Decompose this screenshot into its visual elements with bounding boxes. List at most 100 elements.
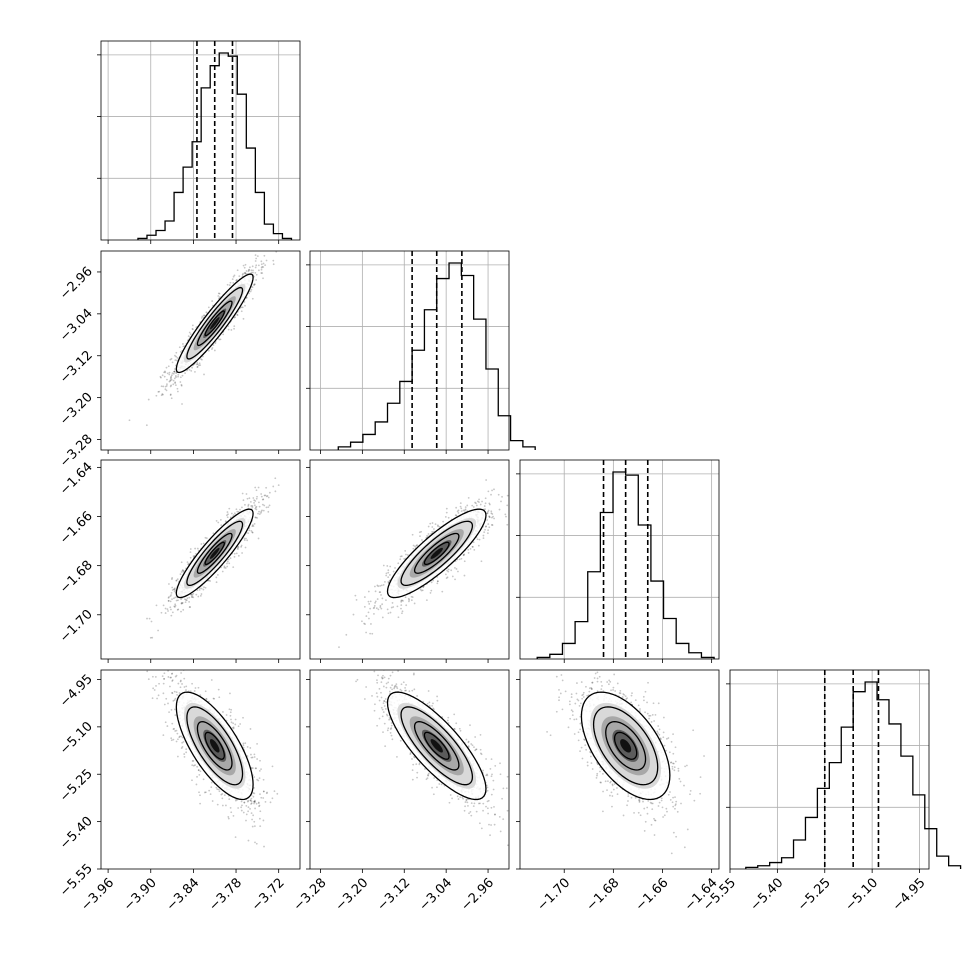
scatter-point <box>173 590 176 593</box>
scatter-point <box>247 270 250 273</box>
scatter-point <box>180 672 183 674</box>
scatter-point <box>170 737 173 740</box>
scatter-point <box>488 516 491 519</box>
scatter-point <box>167 597 170 599</box>
scatter-panel-1-0 <box>97 248 301 454</box>
scatter-point <box>373 613 375 615</box>
scatter-point <box>198 773 201 776</box>
scatter-point <box>171 589 174 591</box>
scatter-point <box>478 498 480 501</box>
scatter-point <box>385 572 388 575</box>
scatter-point <box>261 265 264 268</box>
scatter-point <box>457 570 459 573</box>
scatter-point <box>243 539 246 542</box>
scatter-point <box>404 550 407 552</box>
scatter-point <box>374 600 377 603</box>
scatter-point <box>178 346 181 349</box>
density-contour <box>175 273 254 374</box>
scatter-point <box>180 602 183 605</box>
scatter-point <box>253 501 255 504</box>
scatter-point <box>252 271 254 274</box>
scatter-point <box>255 842 258 845</box>
scatter-point <box>254 506 257 509</box>
scatter-point <box>172 728 175 731</box>
scatter-point <box>484 528 486 531</box>
scatter-point <box>172 379 175 382</box>
scatter-point <box>202 542 205 545</box>
scatter-point <box>177 375 179 378</box>
scatter-point <box>182 569 185 572</box>
scatter-point <box>176 578 179 581</box>
scatter-point <box>460 507 463 510</box>
scatter-point <box>173 597 175 600</box>
scatter-point <box>253 523 256 525</box>
scatter-point <box>364 623 366 625</box>
scatter-point <box>191 594 194 596</box>
scatter-point <box>198 588 201 591</box>
scatter-point <box>199 594 202 597</box>
scatter-point <box>485 525 487 528</box>
scatter-point <box>258 805 260 808</box>
scatter-point <box>211 800 214 802</box>
scatter-point <box>446 569 449 572</box>
scatter-point <box>260 272 263 274</box>
scatter-point <box>436 524 439 527</box>
scatter-point <box>240 809 243 812</box>
scatter-point <box>241 492 244 495</box>
scatter-point <box>253 820 256 823</box>
scatter-point <box>259 248 261 250</box>
scatter-point <box>487 490 490 493</box>
scatter-point <box>487 510 489 513</box>
scatter-point <box>427 525 430 528</box>
scatter-point <box>233 552 236 555</box>
scatter-point <box>258 510 260 513</box>
scatter-panel-3-0 <box>97 669 301 873</box>
hist-panel-0 <box>97 40 301 244</box>
scatter-point <box>250 753 252 756</box>
scatter-point <box>247 532 250 535</box>
scatter-point <box>420 530 423 533</box>
scatter-point <box>354 594 357 597</box>
scatter-point <box>170 357 173 360</box>
scatter-point <box>369 607 372 610</box>
scatter-point <box>217 295 220 297</box>
scatter-point <box>237 546 240 548</box>
scatter-point <box>183 755 186 758</box>
scatter-point <box>251 531 254 534</box>
scatter-point <box>173 370 176 373</box>
scatter-point <box>464 506 467 509</box>
scatter-point <box>231 278 234 281</box>
scatter-point <box>169 394 172 396</box>
scatter-point <box>462 554 465 557</box>
scatter-point <box>478 501 480 503</box>
scatter-point <box>236 313 239 316</box>
scatter-point <box>421 539 423 541</box>
density-contour <box>204 541 225 566</box>
scatter-point <box>240 310 243 313</box>
scatter-point <box>498 508 501 511</box>
scatter-point <box>264 494 267 497</box>
scatter-point <box>254 841 256 844</box>
scatter-point <box>200 587 203 590</box>
scatter-point <box>180 383 183 386</box>
scatter-point <box>170 708 173 711</box>
scatter-point <box>192 592 195 595</box>
scatter-point <box>258 513 261 515</box>
scatter-point <box>212 532 215 535</box>
scatter-point <box>363 596 366 598</box>
scatter-point <box>243 537 246 540</box>
scatter-point <box>476 500 479 503</box>
scatter-point <box>260 495 263 498</box>
scatter-point <box>200 593 203 595</box>
density-core <box>209 547 220 559</box>
scatter-point <box>462 509 465 512</box>
scatter-point <box>255 257 258 260</box>
scatter-point <box>230 708 233 711</box>
scatter-point <box>173 588 176 591</box>
scatter-point <box>187 563 189 566</box>
scatter-point <box>377 608 380 611</box>
scatter-point <box>479 503 482 506</box>
scatter-point <box>196 775 198 778</box>
scatter-point <box>176 356 179 359</box>
scatter-point <box>204 791 207 794</box>
